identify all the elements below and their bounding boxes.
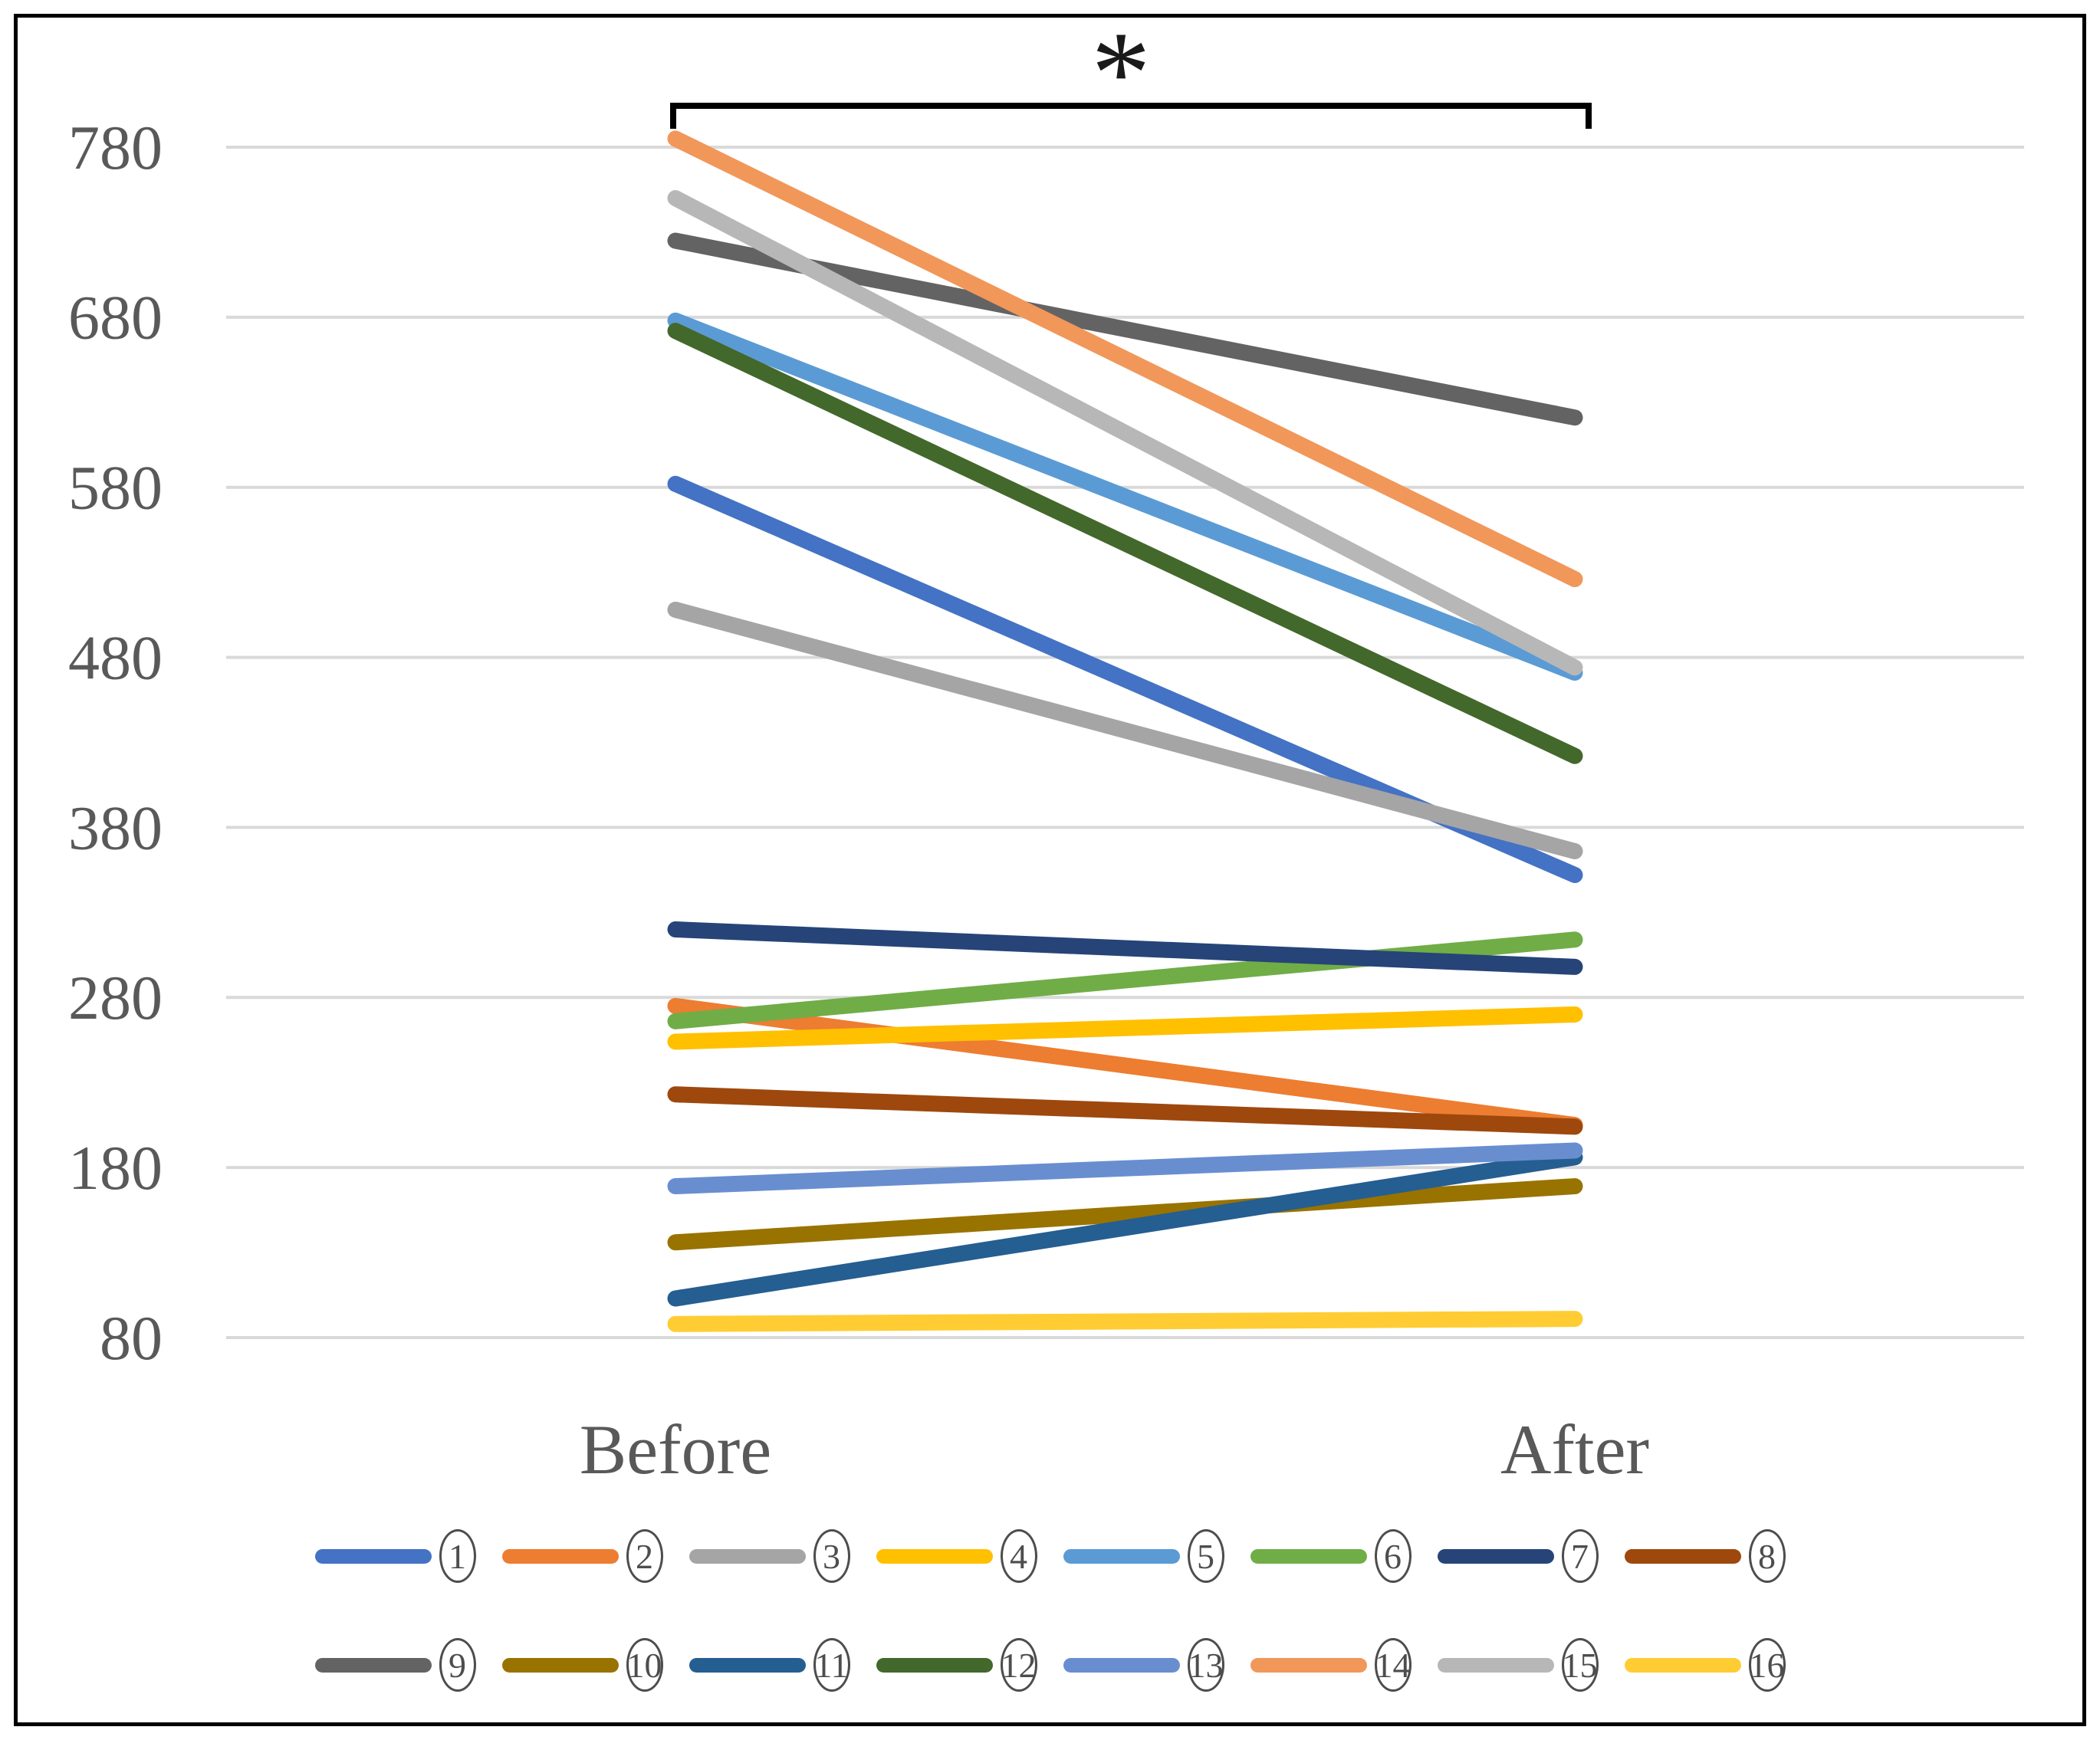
legend-item-16: 16: [1624, 1638, 1786, 1692]
series-line-14: [667, 130, 1583, 588]
legend-row-2: 9 10 11 12 13 14 15 16: [0, 1630, 2100, 1700]
legend-item-14: 14: [1250, 1638, 1412, 1692]
legend-number-text: 13: [1188, 1646, 1224, 1685]
legend-item-4: 4: [876, 1529, 1037, 1583]
legend-circled-number-7: 7: [1561, 1529, 1599, 1583]
legend-number-text: 12: [1001, 1646, 1037, 1685]
legend-item-5: 5: [1063, 1529, 1224, 1583]
legend-row-1: 1 2 3 4 5 6 7 8: [0, 1521, 2100, 1591]
legend-item-11: 11: [688, 1638, 850, 1692]
y-tick-label-380: 380: [68, 793, 163, 862]
legend-circled-number-6: 6: [1374, 1529, 1412, 1583]
legend-circled-number-8: 8: [1748, 1529, 1786, 1583]
legend-swatch-11: [688, 1657, 806, 1673]
legend-swatch-8: [1624, 1548, 1741, 1564]
legend-swatch-12: [876, 1657, 993, 1673]
legend-item-9: 9: [314, 1638, 476, 1692]
legend-number-text: 14: [1375, 1646, 1411, 1685]
legend-number-text: 6: [1384, 1537, 1402, 1576]
legend-item-1: 1: [314, 1529, 476, 1583]
legend-item-8: 8: [1624, 1529, 1786, 1583]
legend-item-12: 12: [876, 1638, 1037, 1692]
legend-swatch-14: [1250, 1657, 1367, 1673]
significance-bracket: [670, 103, 1592, 129]
series-line-2: [667, 997, 1583, 1134]
y-tick-label-80: 80: [100, 1303, 163, 1373]
significance-asterisk: *: [1091, 7, 1151, 139]
legend-swatch-4: [876, 1548, 993, 1564]
legend-circled-number-1: 1: [439, 1529, 476, 1583]
series-line-10: [667, 1178, 1583, 1251]
legend-item-10: 10: [501, 1638, 663, 1692]
y-tick-label-580: 580: [68, 453, 163, 523]
series-line-11: [667, 1149, 1583, 1307]
legend-number-text: 16: [1749, 1646, 1785, 1685]
x-label-after: After: [1500, 1410, 1650, 1489]
legend-number-text: 5: [1197, 1537, 1214, 1576]
legend-circled-number-9: 9: [439, 1638, 476, 1692]
legend-number-text: 1: [449, 1537, 466, 1576]
legend-item-13: 13: [1063, 1638, 1224, 1692]
series-line-5: [667, 312, 1583, 681]
legend-swatch-1: [314, 1548, 432, 1564]
legend-circled-number-13: 13: [1187, 1638, 1224, 1692]
series-line-13: [667, 1142, 1583, 1195]
legend-circled-number-15: 15: [1561, 1638, 1599, 1692]
legend-swatch-10: [501, 1657, 619, 1673]
legend-swatch-9: [314, 1657, 432, 1673]
legend-circled-number-5: 5: [1187, 1529, 1224, 1583]
legend-item-2: 2: [501, 1529, 663, 1583]
legend-swatch-6: [1250, 1548, 1367, 1564]
legend-number-text: 7: [1571, 1537, 1589, 1576]
figure-border: [14, 14, 2086, 1726]
legend-circled-number-12: 12: [1000, 1638, 1037, 1692]
series-line-3: [667, 601, 1583, 859]
legend-number-text: 10: [626, 1646, 662, 1685]
legend-swatch-2: [501, 1548, 619, 1564]
y-tick-label-280: 280: [68, 963, 163, 1033]
legend-circled-number-10: 10: [626, 1638, 663, 1692]
series-line-15: [667, 190, 1583, 676]
legend-circled-number-14: 14: [1374, 1638, 1412, 1692]
legend-swatch-7: [1437, 1548, 1554, 1564]
legend-number-text: 9: [449, 1646, 466, 1685]
legend-item-6: 6: [1250, 1529, 1412, 1583]
legend-swatch-5: [1063, 1548, 1180, 1564]
series-line-4: [667, 1006, 1583, 1050]
x-label-before: Before: [579, 1410, 772, 1489]
legend-number-text: 2: [636, 1537, 653, 1576]
legend-number-text: 3: [823, 1537, 840, 1576]
legend-number-text: 4: [1010, 1537, 1027, 1576]
y-tick-label-680: 680: [68, 283, 163, 353]
legend-number-text: 8: [1758, 1537, 1776, 1576]
series-line-7: [667, 921, 1583, 975]
legend-swatch-3: [688, 1548, 806, 1564]
y-tick-label-480: 480: [68, 622, 163, 692]
legend-item-3: 3: [688, 1529, 850, 1583]
legend-circled-number-3: 3: [813, 1529, 850, 1583]
series-line-12: [667, 323, 1583, 764]
legend-swatch-13: [1063, 1657, 1180, 1673]
legend-number-text: 15: [1562, 1646, 1598, 1685]
y-tick-label-780: 780: [68, 113, 163, 182]
y-tick-label-180: 180: [68, 1133, 163, 1203]
legend-circled-number-11: 11: [813, 1638, 850, 1692]
legend-swatch-15: [1437, 1657, 1554, 1673]
legend-circled-number-4: 4: [1000, 1529, 1037, 1583]
series-line-16: [667, 1311, 1583, 1332]
legend-circled-number-16: 16: [1748, 1638, 1786, 1692]
legend-swatch-16: [1624, 1657, 1741, 1673]
legend-item-15: 15: [1437, 1638, 1599, 1692]
series-line-8: [667, 1086, 1583, 1135]
legend-circled-number-2: 2: [626, 1529, 663, 1583]
legend-number-text: 11: [814, 1646, 849, 1685]
legend-item-7: 7: [1437, 1529, 1599, 1583]
